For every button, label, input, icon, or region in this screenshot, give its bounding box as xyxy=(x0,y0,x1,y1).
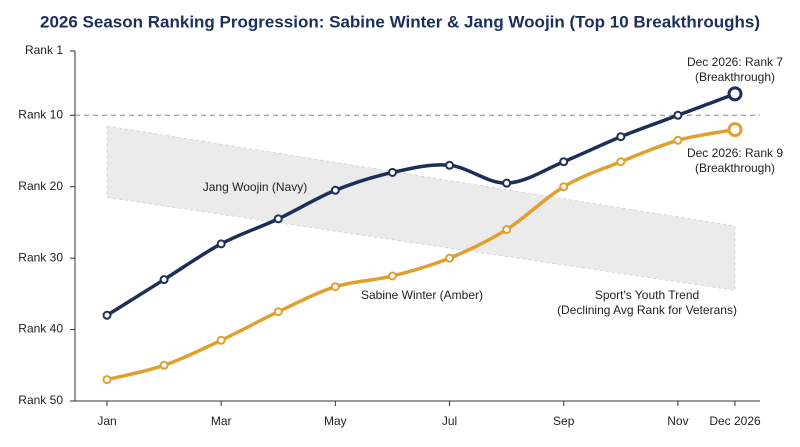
point xyxy=(502,178,512,188)
point xyxy=(559,182,569,192)
series-label: Sabine Winter (Amber) xyxy=(361,288,483,302)
point xyxy=(727,122,743,138)
annotation: Dec 2026: Rank 9 xyxy=(687,146,783,160)
x-tick-label: Dec 2026 xyxy=(709,414,761,428)
x-tick-label: Sep xyxy=(553,414,575,428)
annotation: (Breakthrough) xyxy=(695,70,775,84)
point xyxy=(445,160,455,170)
point xyxy=(502,225,512,235)
point xyxy=(330,185,340,195)
point xyxy=(159,360,169,370)
point xyxy=(387,271,397,281)
y-tick-label: Rank 40 xyxy=(18,322,63,336)
y-tick-label: Rank 10 xyxy=(18,107,63,121)
point xyxy=(102,310,112,320)
annotation: (Breakthrough) xyxy=(695,161,775,175)
x-tick-label: Jan xyxy=(97,414,116,428)
point xyxy=(159,275,169,285)
y-tick-label: Rank 1 xyxy=(25,43,63,57)
annotation: Dec 2026: Rank 7 xyxy=(687,55,783,69)
x-tick-label: May xyxy=(324,414,347,428)
x-tick-label: Mar xyxy=(211,414,232,428)
trend-label: (Declining Avg Rank for Veterans) xyxy=(557,303,737,317)
point xyxy=(216,239,226,249)
point xyxy=(330,282,340,292)
point xyxy=(387,167,397,177)
x-tick-label: Nov xyxy=(667,414,688,428)
point xyxy=(673,135,683,145)
chart-title: 2026 Season Ranking Progression: Sabine … xyxy=(40,12,760,31)
point xyxy=(727,86,743,102)
point xyxy=(273,214,283,224)
trend-band xyxy=(106,125,736,291)
trend-label: Sport's Youth Trend xyxy=(595,288,699,302)
point xyxy=(273,307,283,317)
point xyxy=(102,375,112,385)
x-tick-label: Jul xyxy=(442,414,457,428)
y-tick-label: Rank 30 xyxy=(18,250,63,264)
point xyxy=(445,253,455,263)
y-tick-label: Rank 50 xyxy=(18,393,63,407)
series-label: Jang Woojin (Navy) xyxy=(203,180,307,194)
point xyxy=(559,157,569,167)
point xyxy=(216,335,226,345)
point xyxy=(673,110,683,120)
point xyxy=(616,132,626,142)
point xyxy=(616,157,626,167)
y-tick-label: Rank 20 xyxy=(18,179,63,193)
